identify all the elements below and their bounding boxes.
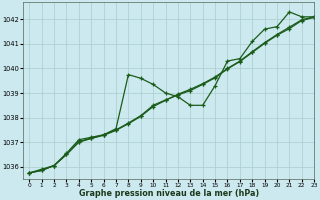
X-axis label: Graphe pression niveau de la mer (hPa): Graphe pression niveau de la mer (hPa)	[78, 189, 259, 198]
